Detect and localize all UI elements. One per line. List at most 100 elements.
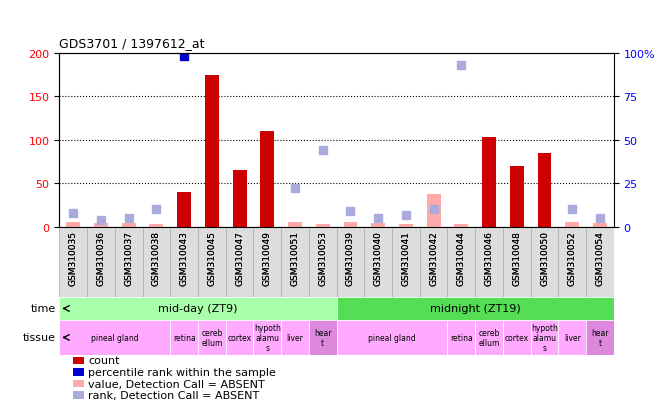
Text: GSM310043: GSM310043	[180, 230, 189, 285]
Text: GSM310039: GSM310039	[346, 230, 355, 285]
Bar	[344, 223, 358, 227]
Text: GSM310053: GSM310053	[318, 230, 327, 285]
Text: GSM310049: GSM310049	[263, 230, 272, 285]
Bar	[337, 320, 447, 355]
Text: value, Detection Call = ABSENT: value, Detection Call = ABSENT	[88, 379, 265, 389]
Text: pineal gland: pineal gland	[91, 333, 139, 342]
Bar	[59, 227, 87, 297]
Bar	[115, 227, 143, 297]
Text: GSM310037: GSM310037	[124, 230, 133, 285]
Bar	[261, 132, 275, 227]
Text: hypoth
alamu
s: hypoth alamu s	[254, 323, 280, 352]
Bar	[198, 227, 226, 297]
Text: GSM310052: GSM310052	[568, 230, 577, 285]
Text: GSM310046: GSM310046	[484, 230, 494, 285]
Text: GSM310035: GSM310035	[69, 230, 78, 285]
Text: GSM310045: GSM310045	[207, 230, 216, 285]
Text: GSM310035: GSM310035	[69, 230, 78, 285]
Bar	[288, 223, 302, 227]
Text: GSM310046: GSM310046	[484, 230, 494, 285]
Bar	[531, 320, 558, 355]
Bar	[94, 224, 108, 227]
Bar	[170, 320, 198, 355]
Bar	[143, 227, 170, 297]
Text: GSM310050: GSM310050	[540, 230, 549, 285]
Bar	[253, 320, 281, 355]
Bar	[558, 227, 586, 297]
Bar	[482, 138, 496, 227]
Bar	[205, 75, 219, 227]
Text: GSM310053: GSM310053	[318, 230, 327, 285]
Bar	[503, 227, 531, 297]
Text: GSM310042: GSM310042	[429, 230, 438, 285]
Text: pineal gland: pineal gland	[368, 333, 416, 342]
Text: GSM310054: GSM310054	[595, 230, 605, 285]
Bar	[447, 227, 475, 297]
Text: time: time	[31, 304, 56, 314]
Bar	[586, 320, 614, 355]
Text: GSM310038: GSM310038	[152, 230, 161, 285]
Bar	[316, 225, 330, 227]
Bar	[475, 227, 503, 297]
Text: hear
t: hear t	[591, 328, 609, 347]
Bar	[558, 320, 586, 355]
Bar	[87, 227, 115, 297]
Bar	[122, 224, 136, 227]
Bar	[253, 227, 281, 297]
Text: GSM310047: GSM310047	[235, 230, 244, 285]
Text: GSM310047: GSM310047	[235, 230, 244, 285]
Text: tissue: tissue	[23, 332, 56, 343]
Bar	[399, 225, 413, 227]
Text: GSM310039: GSM310039	[346, 230, 355, 285]
Bar	[586, 227, 614, 297]
Bar	[337, 227, 364, 297]
Text: GSM310050: GSM310050	[540, 230, 549, 285]
Text: retina: retina	[173, 333, 195, 342]
Text: GSM310045: GSM310045	[207, 230, 216, 285]
Text: GSM310044: GSM310044	[457, 230, 466, 285]
Text: cereb
ellum: cereb ellum	[478, 328, 500, 347]
Bar	[566, 223, 579, 227]
Bar	[66, 223, 81, 227]
Text: count: count	[88, 356, 120, 366]
Text: GSM310049: GSM310049	[263, 230, 272, 285]
Bar	[59, 297, 337, 320]
Bar	[149, 225, 164, 227]
Bar	[455, 225, 469, 227]
Bar	[309, 320, 337, 355]
Text: hear
t: hear t	[314, 328, 331, 347]
Text: GDS3701 / 1397612_at: GDS3701 / 1397612_at	[59, 37, 205, 50]
Text: mid-day (ZT9): mid-day (ZT9)	[158, 304, 238, 314]
Bar	[420, 227, 447, 297]
Bar	[503, 320, 531, 355]
Text: cereb
ellum: cereb ellum	[201, 328, 222, 347]
Text: GSM310036: GSM310036	[96, 230, 106, 285]
Bar	[233, 171, 247, 227]
Text: liver: liver	[564, 333, 581, 342]
Text: GSM310052: GSM310052	[568, 230, 577, 285]
Bar	[198, 320, 226, 355]
Text: GSM310054: GSM310054	[595, 230, 605, 285]
Bar	[281, 227, 309, 297]
Text: GSM310051: GSM310051	[290, 230, 300, 285]
Text: GSM310040: GSM310040	[374, 230, 383, 285]
Bar	[531, 227, 558, 297]
Text: GSM310042: GSM310042	[429, 230, 438, 285]
Bar	[392, 227, 420, 297]
Text: cortex: cortex	[505, 333, 529, 342]
Text: GSM310040: GSM310040	[374, 230, 383, 285]
Text: cortex: cortex	[228, 333, 251, 342]
Bar	[337, 297, 614, 320]
Bar	[178, 192, 191, 227]
Text: GSM310038: GSM310038	[152, 230, 161, 285]
Text: percentile rank within the sample: percentile rank within the sample	[88, 367, 277, 377]
Text: liver: liver	[286, 333, 304, 342]
Text: rank, Detection Call = ABSENT: rank, Detection Call = ABSENT	[88, 390, 259, 400]
Text: hypoth
alamu
s: hypoth alamu s	[531, 323, 558, 352]
Bar	[59, 320, 170, 355]
Text: GSM310041: GSM310041	[401, 230, 411, 285]
Bar	[593, 224, 607, 227]
Text: GSM310051: GSM310051	[290, 230, 300, 285]
Text: GSM310044: GSM310044	[457, 230, 466, 285]
Bar	[372, 224, 385, 227]
